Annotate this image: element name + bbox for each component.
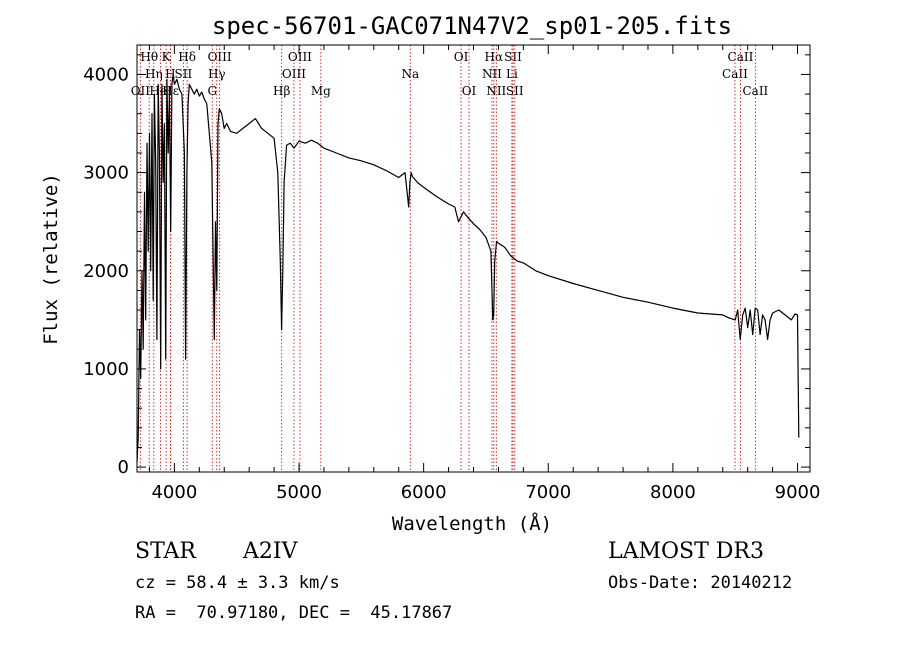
plot-frame bbox=[136, 44, 811, 473]
line-marker-label: Hε bbox=[162, 84, 179, 98]
line-marker-label: SII bbox=[506, 84, 524, 98]
coordinates: RA = 70.97180, DEC = 45.17867 bbox=[135, 603, 453, 623]
x-tick-label: 6000 bbox=[401, 482, 447, 503]
y-tick-label: 0 bbox=[118, 457, 129, 478]
line-marker-label: OIII bbox=[288, 50, 312, 64]
line-marker-label: SII bbox=[175, 67, 193, 81]
line-marker-label: CaII bbox=[722, 67, 748, 81]
line-marker-label: Hδ bbox=[178, 50, 196, 64]
y-tick-label: 1000 bbox=[83, 359, 129, 380]
line-marker-label: K bbox=[162, 50, 172, 64]
line-marker-label: CaII bbox=[728, 50, 754, 64]
line-marker-label: OII bbox=[131, 84, 151, 98]
line-marker-label: NII bbox=[486, 84, 506, 98]
line-marker-label: NII bbox=[482, 67, 502, 81]
x-tick-label: 5000 bbox=[276, 482, 322, 503]
line-marker-label: OI bbox=[462, 84, 477, 98]
line-marker-label: Mg bbox=[311, 84, 331, 98]
x-tick-label: 7000 bbox=[525, 482, 571, 503]
observation-date: Obs-Date: 20140212 bbox=[608, 573, 793, 593]
line-marker-label: CaII bbox=[742, 84, 768, 98]
x-axis-label: Wavelength (Å) bbox=[392, 512, 552, 535]
y-tick-label: 3000 bbox=[83, 163, 129, 184]
line-marker-label: OIII bbox=[208, 50, 232, 64]
line-marker-label: Hθ bbox=[140, 50, 158, 64]
line-marker-label: Hγ bbox=[208, 67, 226, 81]
y-axis-label: Flux (relative) bbox=[40, 173, 62, 345]
spectrum-series-line bbox=[136, 73, 800, 463]
line-marker-label: G bbox=[207, 84, 217, 98]
line-marker-label: SII bbox=[504, 50, 522, 64]
object-class: STAR bbox=[135, 539, 196, 564]
x-tick-label: 9000 bbox=[775, 482, 821, 503]
x-tick-label: 8000 bbox=[650, 482, 696, 503]
x-tick-label: 4000 bbox=[151, 482, 197, 503]
line-marker-label: Li bbox=[506, 67, 518, 81]
object-subclass: A2IV bbox=[243, 539, 298, 564]
spectral-line-markers: HθOIIHηHeIKHHεHδSIIOIIIHγGHβOIIIOIIIMgNa… bbox=[131, 45, 769, 472]
line-marker-label: Hα bbox=[485, 50, 504, 64]
y-tick-label: 4000 bbox=[83, 64, 129, 85]
y-tick-label: 2000 bbox=[83, 261, 129, 282]
line-marker-label: OIII bbox=[282, 67, 306, 81]
chart-title: spec-56701-GAC071N47V2_sp01-205.fits bbox=[212, 12, 732, 40]
redshift-cz: cz = 58.4 ± 3.3 km/s bbox=[135, 573, 340, 593]
axis-ticks: 4000 5000 6000 7000 8000 9000 0 1000 2000 3000 400… bbox=[83, 45, 820, 503]
line-marker-label: OI bbox=[454, 50, 469, 64]
line-marker-label: Hβ bbox=[273, 84, 290, 98]
line-marker-label: Na bbox=[401, 67, 419, 81]
line-marker-label: Hη bbox=[145, 67, 163, 81]
survey-name: LAMOST DR3 bbox=[608, 539, 764, 564]
